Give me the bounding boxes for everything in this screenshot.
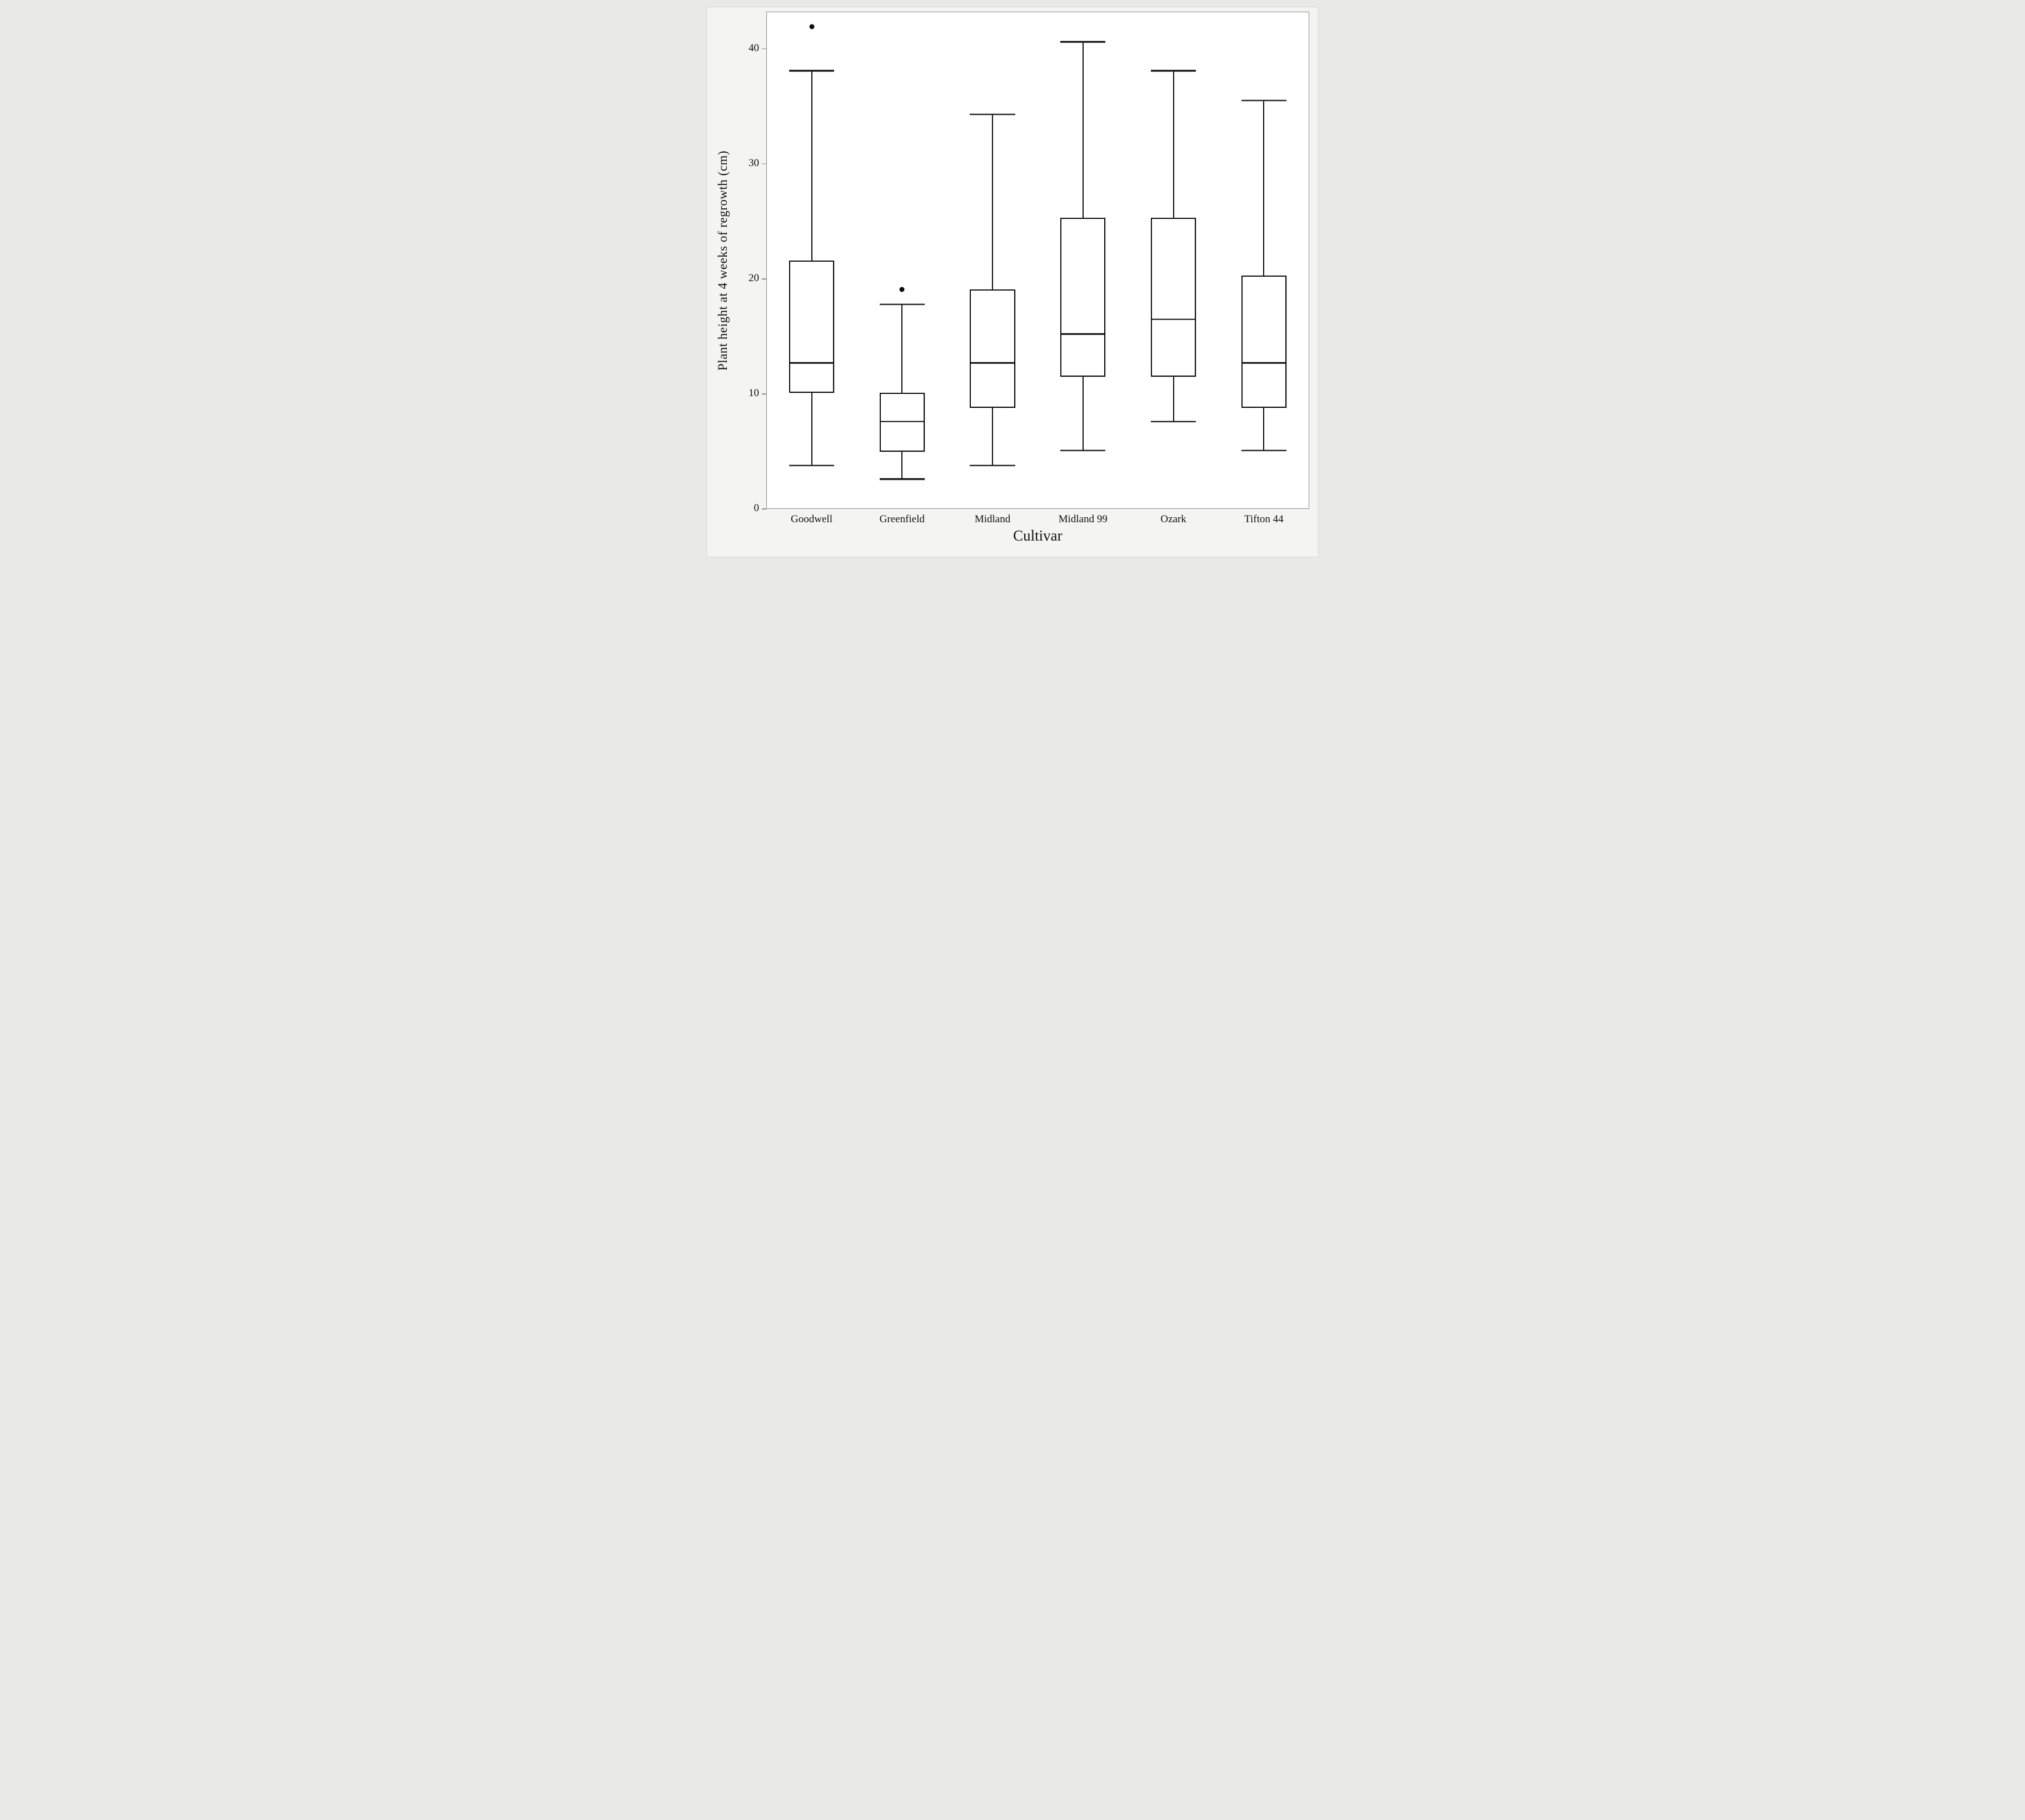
y-tick-label: 10 bbox=[749, 387, 760, 399]
median-line bbox=[970, 362, 1015, 364]
x-axis-title: Cultivar bbox=[1013, 527, 1063, 544]
iqr-box bbox=[1241, 275, 1287, 408]
upper-whisker-cap bbox=[1241, 99, 1287, 102]
lower-whisker-cap bbox=[1060, 449, 1106, 451]
lower-whisker-cap bbox=[789, 464, 835, 466]
x-category-label: Midland 99 bbox=[1058, 513, 1108, 526]
lower-whisker-cap bbox=[1241, 449, 1287, 451]
y-tick-label: 0 bbox=[754, 502, 760, 514]
y-tick-mark bbox=[762, 278, 767, 279]
y-tick-label: 40 bbox=[749, 42, 760, 54]
upper-whisker-cap bbox=[1060, 41, 1106, 43]
x-category-label: Goodwell bbox=[791, 513, 832, 526]
y-tick-label: 30 bbox=[749, 157, 760, 169]
outlier-point bbox=[809, 24, 815, 29]
y-axis-title: Plant height at 4 weeks of regrowth (cm) bbox=[715, 150, 730, 371]
median-line bbox=[879, 421, 925, 423]
y-tick-mark bbox=[762, 163, 767, 164]
iqr-box bbox=[789, 260, 835, 393]
y-tick-label: 20 bbox=[749, 272, 760, 284]
x-category-label: Tifton 44 bbox=[1244, 513, 1284, 526]
x-category-label: Midland bbox=[974, 513, 1011, 526]
iqr-box bbox=[1150, 218, 1196, 377]
iqr-box bbox=[1060, 218, 1106, 377]
median-line bbox=[1060, 333, 1106, 335]
upper-whisker-cap bbox=[789, 69, 835, 72]
outlier-point bbox=[899, 287, 905, 292]
lower-whisker-cap bbox=[970, 464, 1015, 466]
boxplot-figure: Plant height at 4 weeks of regrowth (cm)… bbox=[706, 7, 1319, 557]
x-category-label: Greenfield bbox=[879, 513, 925, 526]
median-line bbox=[1241, 362, 1287, 364]
iqr-box bbox=[970, 289, 1015, 408]
upper-whisker-cap bbox=[879, 303, 925, 305]
x-category-label: Ozark bbox=[1160, 513, 1186, 526]
lower-whisker-cap bbox=[1150, 421, 1196, 423]
y-tick-mark bbox=[762, 48, 767, 49]
upper-whisker-cap bbox=[1150, 69, 1196, 72]
plot-area bbox=[766, 12, 1309, 509]
whisker-line bbox=[901, 304, 903, 479]
y-tick-mark bbox=[762, 508, 767, 510]
upper-whisker-cap bbox=[970, 113, 1015, 116]
y-tick-mark bbox=[762, 393, 767, 394]
median-line bbox=[1150, 318, 1196, 320]
median-line bbox=[789, 362, 835, 364]
lower-whisker-cap bbox=[879, 478, 925, 480]
